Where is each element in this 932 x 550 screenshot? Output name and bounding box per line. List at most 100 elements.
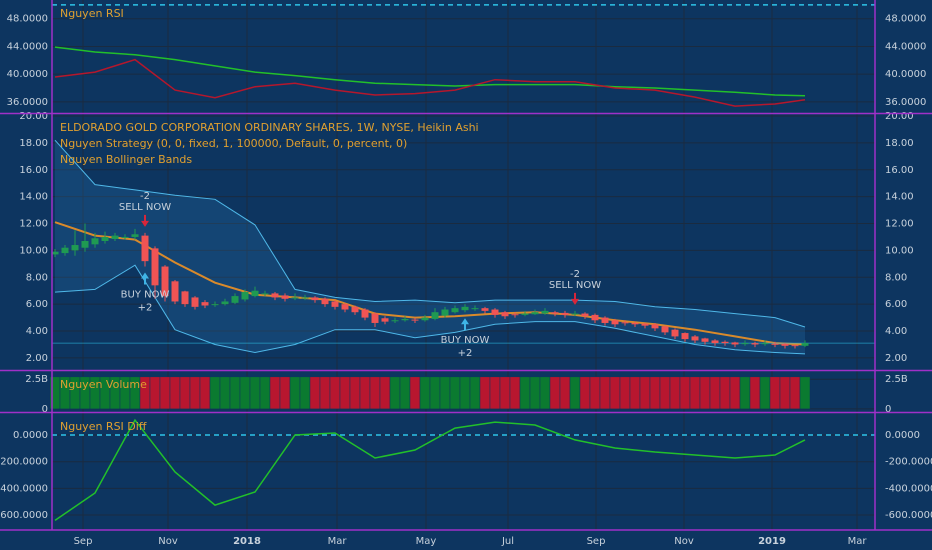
volume-bar: [429, 376, 441, 410]
candle-body: [331, 301, 339, 307]
rsi-line: [54, 418, 806, 522]
volume-bar: [679, 376, 691, 410]
candle-body: [341, 304, 349, 310]
candle-body: [441, 309, 449, 316]
y-tick-label: 44.0000: [885, 41, 926, 52]
candle-body: [781, 343, 789, 346]
candle-body: [251, 290, 259, 297]
candle-body: [721, 341, 729, 344]
pane-title: ELDORADO GOLD CORPORATION ORDINARY SHARE…: [60, 121, 479, 134]
volume-bar: [459, 376, 471, 410]
volume-bar: [389, 376, 401, 410]
candle-body: [291, 297, 299, 299]
y-tick-label: 10.00: [19, 245, 48, 256]
candle-body: [751, 343, 759, 345]
candle-body: [371, 313, 379, 323]
candle-body: [601, 317, 609, 323]
volume-bar: [709, 376, 721, 410]
volume-bar: [659, 376, 671, 410]
signal-label: BUY NOW: [441, 335, 490, 346]
candle-body: [271, 293, 279, 298]
y-tick-label: -400.0000: [885, 483, 932, 494]
candle-body: [591, 314, 599, 321]
volume-bar: [229, 376, 241, 410]
candle-body: [461, 306, 469, 311]
y-tick-label: 0: [885, 404, 891, 415]
candle-body: [131, 234, 139, 237]
signal-count: +2: [458, 348, 473, 359]
pane-title: Nguyen RSI Diff: [60, 420, 147, 433]
candle-body: [621, 322, 629, 324]
candle-body: [381, 318, 389, 322]
x-tick-label: 2019: [758, 536, 786, 547]
signal-arrow: [571, 292, 579, 305]
candle-body: [681, 333, 689, 340]
y-tick-label: 36.0000: [7, 97, 48, 108]
volume-bar: [439, 376, 451, 410]
volume-bar: [329, 376, 341, 410]
candle-body: [771, 343, 779, 345]
candle-body: [261, 293, 269, 295]
candle-body: [531, 312, 539, 315]
volume-bar: [639, 376, 651, 410]
legend-text: Nguyen Strategy (0, 0, fixed, 1, 100000,…: [60, 137, 407, 150]
y-tick-label: 40.0000: [885, 69, 926, 80]
rsi-line: [54, 46, 806, 97]
volume-bar: [529, 376, 541, 410]
candle-body: [61, 247, 69, 254]
candle-body: [231, 296, 239, 303]
band-fill: [55, 140, 805, 354]
candle-body: [411, 319, 419, 321]
volume-bar: [599, 376, 611, 410]
volume-bar: [339, 376, 351, 410]
candle-body: [191, 297, 199, 307]
candle-body: [391, 320, 399, 322]
volume-bar: [169, 376, 181, 410]
y-tick-label: 18.00: [19, 138, 48, 149]
candle-body: [631, 322, 639, 325]
volume-bar: [619, 376, 631, 410]
candle-body: [171, 281, 179, 302]
candle-body: [661, 326, 669, 333]
candle-body: [221, 301, 229, 305]
volume-bar: [479, 376, 491, 410]
y-tick-label: 48.0000: [885, 14, 926, 25]
candle-body: [471, 308, 479, 310]
pane-title: Nguyen Volume: [60, 378, 147, 391]
volume-bar: [319, 376, 331, 410]
candle-body: [641, 323, 649, 326]
volume-bar: [629, 376, 641, 410]
volume-bar: [499, 376, 511, 410]
candle-body: [301, 297, 309, 299]
volume-bar: [209, 376, 221, 410]
volume-bar: [299, 376, 311, 410]
x-tick-label: Nov: [158, 536, 178, 547]
y-tick-label: 2.00: [885, 353, 907, 364]
candle-body: [241, 292, 249, 300]
y-tick-label: 48.0000: [7, 14, 48, 25]
candle-body: [451, 308, 459, 313]
y-tick-label: -200.0000: [885, 457, 932, 468]
candle-body: [701, 338, 709, 342]
volume-bar: [559, 376, 571, 410]
candle-body: [671, 329, 679, 337]
volume-bar: [369, 376, 381, 410]
volume-bar: [509, 376, 521, 410]
y-tick-label: 16.00: [885, 165, 914, 176]
volume-bar: [489, 376, 501, 410]
y-tick-label: 36.0000: [885, 97, 926, 108]
volume-bar: [199, 376, 211, 410]
candle-body: [281, 295, 289, 299]
x-tick-label: Mar: [328, 536, 348, 547]
volume-bar: [219, 376, 231, 410]
y-tick-label: 6.00: [26, 299, 48, 310]
y-tick-label: -400.0000: [0, 483, 48, 494]
candle-body: [431, 312, 439, 319]
signal-arrow: [461, 318, 469, 331]
volume-bar: [759, 376, 771, 410]
signal-count: +2: [138, 303, 153, 314]
y-tick-label: 14.00: [19, 192, 48, 203]
y-tick-label: 0.0000: [885, 430, 920, 441]
volume-bar: [719, 376, 731, 410]
